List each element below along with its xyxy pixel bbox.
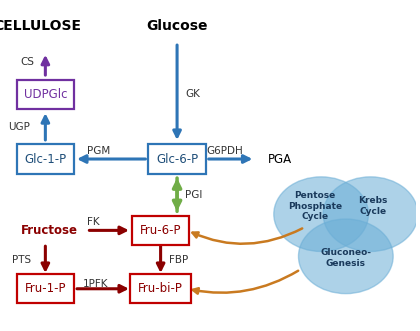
Text: FK: FK (87, 217, 99, 227)
Text: PTS: PTS (13, 255, 32, 264)
Text: PGI: PGI (185, 190, 203, 200)
Circle shape (299, 219, 393, 294)
FancyBboxPatch shape (132, 216, 189, 245)
Text: 1PFK: 1PFK (82, 279, 108, 289)
Text: Fru-1-P: Fru-1-P (25, 282, 66, 295)
Text: G6PDH: G6PDH (206, 146, 243, 156)
Text: Fructose: Fructose (21, 224, 78, 237)
FancyBboxPatch shape (16, 144, 74, 173)
Text: GK: GK (185, 89, 200, 99)
Text: Glc-6-P: Glc-6-P (156, 153, 198, 166)
Text: Gluconeo-
Genesis: Gluconeo- Genesis (320, 248, 371, 268)
Text: Glc-1-P: Glc-1-P (24, 153, 66, 166)
Circle shape (274, 177, 368, 252)
Text: Krebs
Cycle: Krebs Cycle (358, 196, 387, 216)
Text: Pentose
Phosphate
Cycle: Pentose Phosphate Cycle (288, 191, 342, 221)
FancyBboxPatch shape (16, 79, 74, 109)
Text: Fru-6-P: Fru-6-P (140, 224, 181, 237)
FancyArrowPatch shape (193, 271, 298, 294)
FancyArrowPatch shape (192, 228, 302, 244)
Text: UDPGlc: UDPGlc (24, 88, 67, 101)
FancyBboxPatch shape (148, 144, 206, 173)
Text: PGA: PGA (268, 153, 292, 166)
Text: FBP: FBP (169, 255, 188, 264)
Circle shape (323, 177, 418, 252)
Text: Glucose: Glucose (146, 19, 208, 33)
Text: Fru-bi-P: Fru-bi-P (138, 282, 183, 295)
Text: PGM: PGM (87, 146, 110, 156)
Text: CS: CS (21, 57, 35, 67)
Text: CELLULOSE: CELLULOSE (0, 19, 81, 33)
Text: UGP: UGP (8, 121, 30, 132)
FancyBboxPatch shape (130, 274, 192, 303)
FancyBboxPatch shape (16, 274, 74, 303)
